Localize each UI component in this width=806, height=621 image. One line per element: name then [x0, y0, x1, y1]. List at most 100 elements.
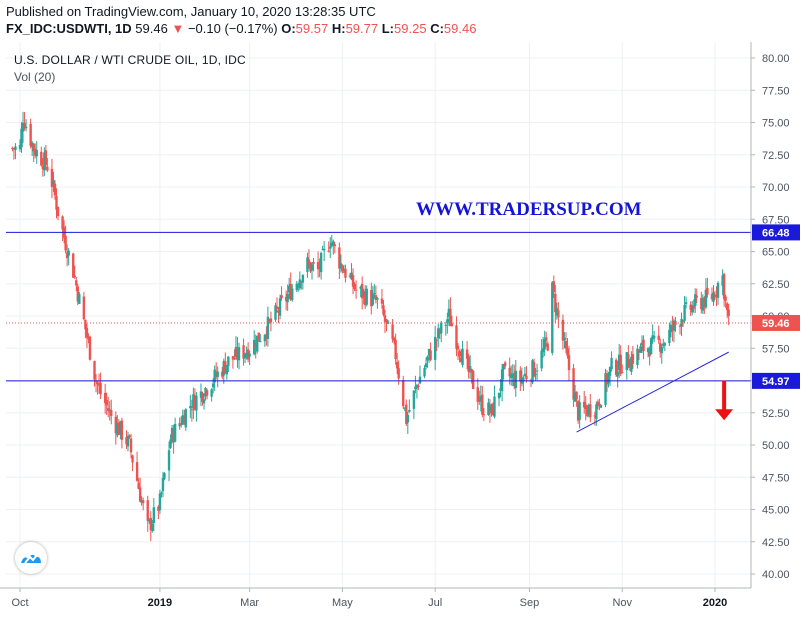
- x-tick-label: Nov: [612, 597, 632, 609]
- candle-body: [621, 372, 624, 374]
- candle-body: [525, 375, 528, 380]
- y-tick-label: 75.00: [762, 118, 790, 130]
- candle-body: [619, 354, 622, 374]
- candle-body: [497, 392, 501, 399]
- candle-body: [129, 438, 133, 453]
- y-tick-label: 45.00: [762, 505, 790, 517]
- candle-body: [257, 332, 260, 342]
- candle-body: [344, 268, 347, 278]
- candle-body: [242, 345, 245, 359]
- candle-body: [72, 253, 75, 278]
- candle-body: [97, 384, 101, 386]
- candle-body: [426, 356, 429, 361]
- candle-body: [157, 506, 160, 511]
- candle-body: [268, 319, 271, 321]
- candle-body: [211, 383, 215, 388]
- candle-body: [41, 166, 45, 170]
- candle-body: [382, 305, 385, 315]
- candle-body: [482, 414, 486, 416]
- y-tick-label: 62.50: [762, 279, 790, 291]
- candle-body: [73, 275, 76, 278]
- candle-body: [391, 324, 394, 340]
- candle-body: [576, 401, 580, 421]
- candle-body: [365, 288, 368, 305]
- y-tick-label: 70.00: [762, 182, 790, 194]
- candle-body: [87, 336, 90, 340]
- candle-body: [53, 183, 57, 196]
- candle-body: [415, 384, 419, 389]
- low-label: L:: [381, 21, 395, 36]
- candle-body: [333, 244, 337, 247]
- candle-body: [713, 294, 717, 298]
- support-trendline: [576, 351, 729, 433]
- candle-body: [210, 389, 213, 397]
- candle-body: [531, 360, 534, 383]
- candle-body: [684, 302, 688, 305]
- candle-body: [554, 293, 557, 313]
- candle-body: [269, 318, 273, 323]
- candle-body: [341, 265, 344, 272]
- candle-body: [319, 252, 323, 273]
- candle-body: [55, 196, 58, 210]
- candle-body: [245, 352, 248, 357]
- candle-body: [587, 404, 590, 414]
- candle-body: [660, 347, 663, 354]
- candle-body: [67, 250, 70, 256]
- candle-body: [522, 377, 525, 382]
- candle-body: [564, 340, 568, 349]
- candle-body: [274, 305, 277, 320]
- candle-body: [76, 286, 79, 302]
- y-tick-label: 77.50: [762, 85, 790, 97]
- candle-body: [551, 282, 554, 353]
- candle-body: [105, 399, 108, 406]
- candle-body: [502, 364, 505, 370]
- candle-body: [307, 259, 311, 263]
- candle-body: [221, 371, 224, 377]
- candle-body: [499, 388, 502, 391]
- candle-body: [116, 422, 119, 436]
- price-chart[interactable]: 40.0042.5045.0047.5050.0052.5055.0057.50…: [0, 42, 806, 621]
- candle-body: [265, 334, 268, 338]
- candle-body: [163, 473, 166, 479]
- candle-body: [284, 296, 288, 301]
- symbol-label[interactable]: FX_IDC:USDWTI, 1D: [6, 21, 132, 36]
- candle-body: [598, 403, 601, 406]
- candle-body: [479, 396, 482, 401]
- candle-body: [573, 393, 577, 402]
- candle-body: [471, 371, 475, 389]
- candle-body: [695, 295, 698, 298]
- candle-body: [535, 370, 539, 372]
- candle-body: [170, 427, 174, 441]
- candle-body: [321, 248, 324, 250]
- candle-body: [456, 345, 460, 350]
- candle-body: [160, 492, 163, 494]
- candle-body: [519, 370, 522, 382]
- y-tick-label: 67.50: [762, 214, 790, 226]
- candle-body: [243, 354, 247, 358]
- low-value: 59.25: [394, 21, 427, 36]
- candle-body: [567, 354, 571, 371]
- candle-body: [370, 290, 373, 307]
- candle-body: [167, 450, 171, 471]
- candle-body: [408, 409, 411, 412]
- volume-indicator-label[interactable]: Vol (20): [14, 70, 56, 84]
- candle-body: [657, 335, 660, 341]
- candle-body: [371, 294, 375, 305]
- candle-body: [500, 369, 504, 391]
- candle-body: [646, 348, 650, 353]
- candle-body: [312, 261, 315, 264]
- current-price-label: 59.46: [762, 318, 790, 330]
- candle-body: [490, 404, 493, 412]
- candle-body: [412, 390, 416, 409]
- candle-body: [701, 299, 705, 311]
- candle-body: [18, 145, 22, 150]
- candle-body: [583, 401, 586, 408]
- tradingview-logo-icon[interactable]: [15, 542, 47, 574]
- watermark-text: WWW.TRADERSUP.COM: [416, 199, 642, 220]
- candle-body: [225, 365, 229, 375]
- plot-area: [6, 42, 751, 588]
- candle-body: [14, 146, 17, 151]
- candle-body: [604, 373, 607, 405]
- candle-body: [435, 339, 438, 341]
- candle-body: [29, 123, 32, 146]
